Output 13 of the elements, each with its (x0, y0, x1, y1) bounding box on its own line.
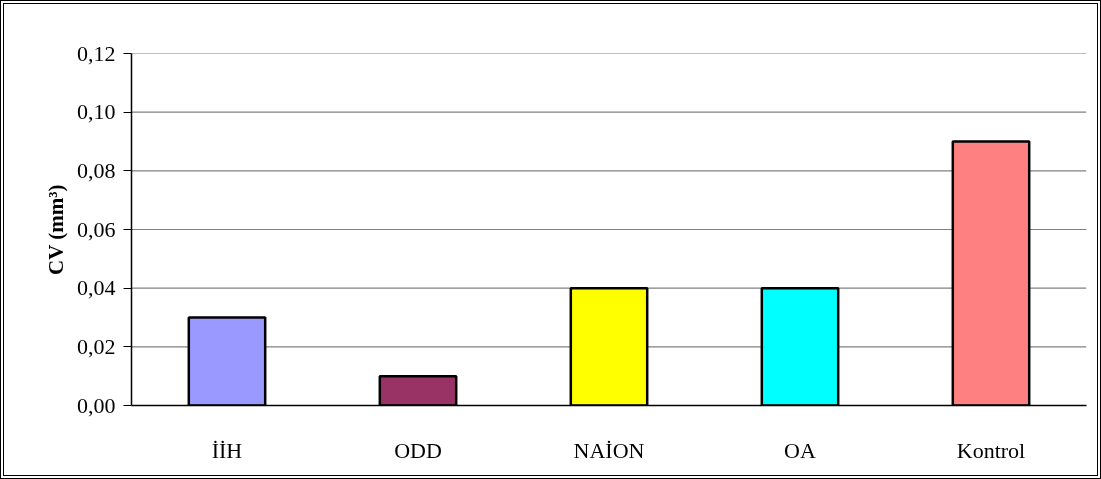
y-tick-label: 0,00 (77, 392, 116, 418)
x-tick-label: NAİON (573, 437, 645, 463)
x-tick-label: ODD (394, 437, 442, 463)
x-tick-label: OA (784, 437, 816, 463)
y-tick-label: 0,10 (77, 99, 116, 125)
y-tick-label: 0,06 (77, 216, 116, 242)
y-tick-label: 0,02 (77, 333, 116, 359)
x-tick-label: İİH (211, 437, 243, 463)
y-tick-label: 0,08 (77, 157, 116, 183)
y-axis-title: CV (mm³) (44, 184, 68, 275)
y-tick-label: 0,12 (77, 40, 116, 66)
y-tick-label: 0,04 (77, 275, 116, 301)
x-tick-label: Kontrol (956, 437, 1026, 463)
